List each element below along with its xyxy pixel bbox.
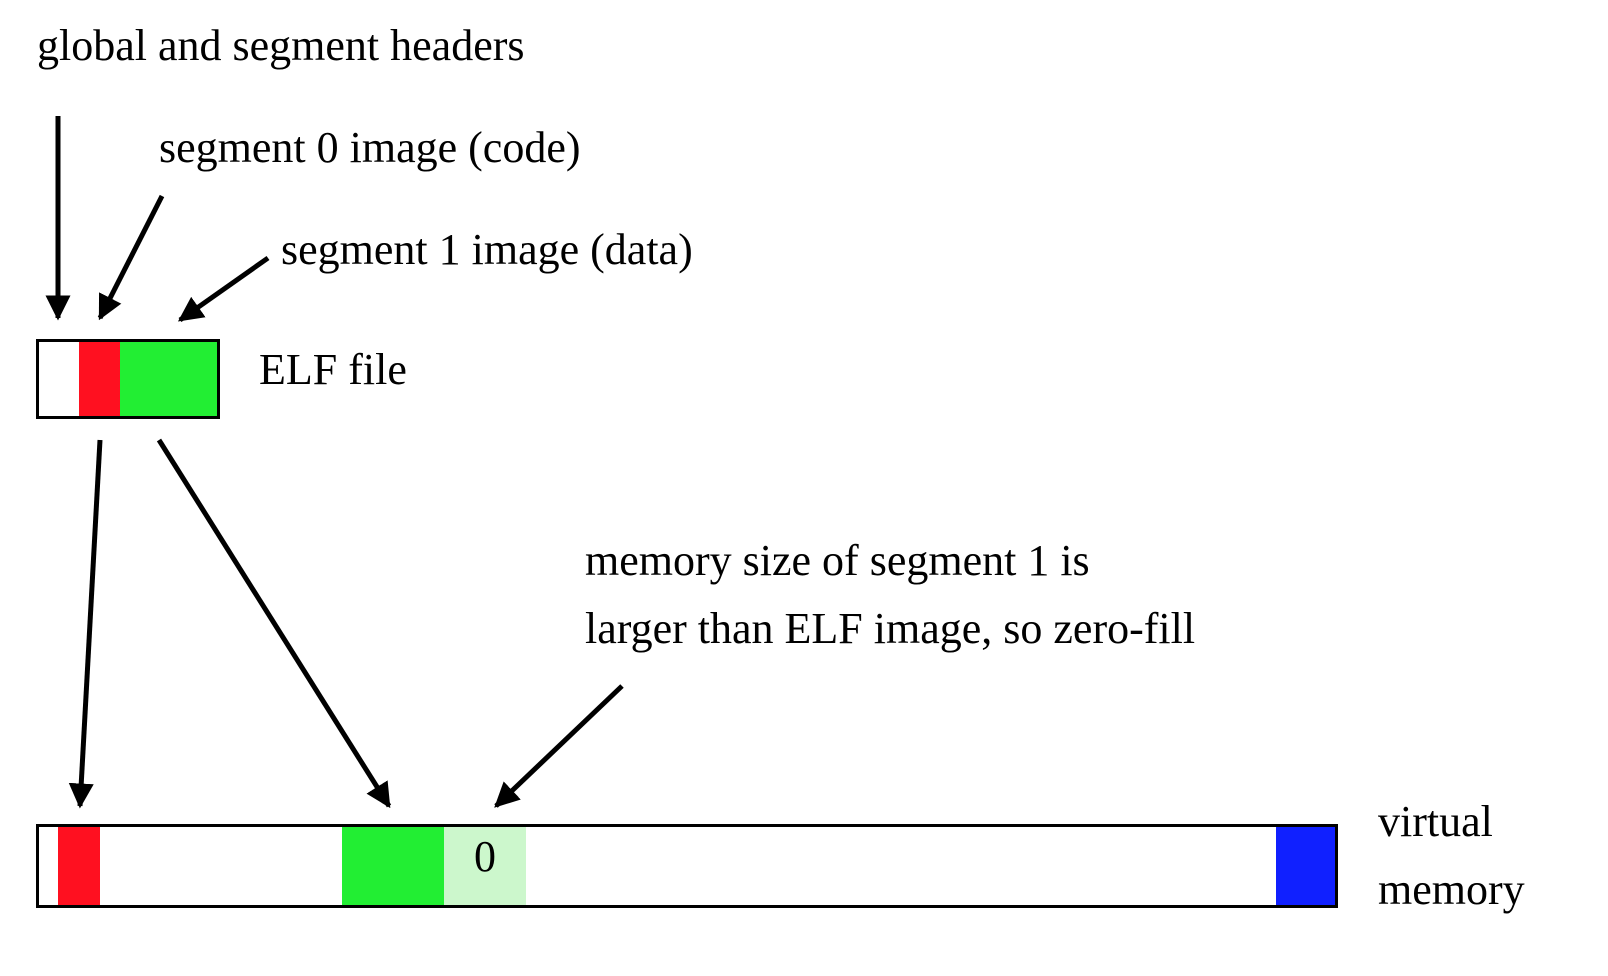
elf-file-label: ELF file [259,345,407,394]
memory-note-line2: larger than ELF image, so zero-fill [585,604,1196,653]
segment1-label: segment 1 image (data) [281,225,693,274]
elf-code-segment [79,342,120,416]
elf-headers-region [39,342,79,416]
virtual-memory-label-line2: memory [1378,865,1525,914]
vm-code-segment [58,827,100,905]
vm-data-segment [342,827,444,905]
virtual-memory-box: 0 [36,824,1338,908]
arrow-data-to-vm [156,438,392,809]
virtual-memory-label-line1: virtual [1378,797,1493,846]
headers-label: global and segment headers [37,21,525,70]
zero-fill-label: 0 [474,832,496,881]
memory-note-line1: memory size of segment 1 is [585,536,1090,585]
arrow-segment1 [177,255,270,323]
vm-stack-region [1276,827,1335,905]
arrow-zero-fill [494,684,624,808]
arrow-code-to-vm [68,439,103,809]
elf-file-box [36,339,220,419]
segment0-label: segment 0 image (code) [159,123,581,172]
elf-data-segment [120,342,217,416]
vm-zero-fill-region: 0 [444,827,526,905]
arrow-segment0 [97,194,165,321]
